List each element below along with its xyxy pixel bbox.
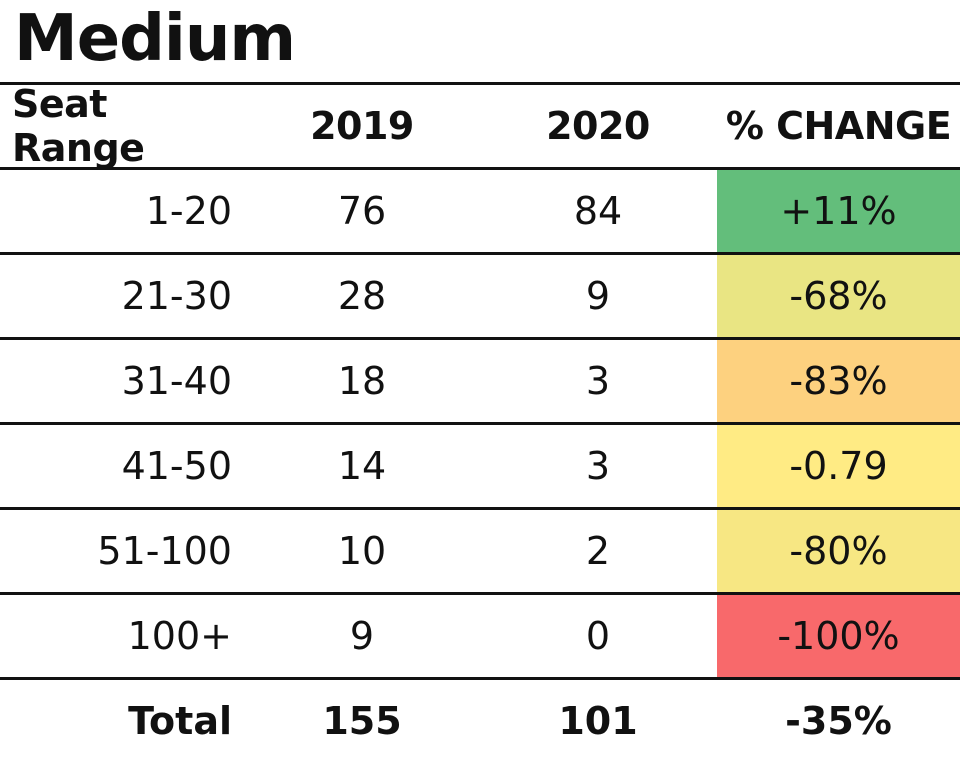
seat-range-cell: 1-20 (145, 189, 232, 233)
seat-range-cell: 51-100 (97, 529, 232, 573)
value-2020-cell: 84 (573, 189, 623, 233)
value-2019-cell: 28 (337, 274, 387, 318)
value-2020-cell: 9 (585, 274, 611, 318)
percent-change-cell: -80% (789, 529, 888, 573)
seat-range-cell: 100+ (127, 614, 232, 658)
change-color-cell (717, 170, 960, 252)
value-2019-cell: 18 (337, 359, 387, 403)
percent-change-cell: -83% (789, 359, 888, 403)
percent-change-cell: -68% (789, 274, 888, 318)
value-2020-cell: 3 (585, 359, 611, 403)
table-row: 1-20 76 84 +11% (0, 167, 960, 252)
change-color-cell (717, 255, 960, 337)
header-row: Seat Range 2019 2020 % CHANGE (0, 82, 960, 170)
header-percent-change: % CHANGE (725, 104, 952, 148)
total-label: Total (128, 699, 232, 743)
table-row: 51-100 10 2 -80% (0, 507, 960, 592)
seat-range-table: Seat Range 2019 2020 % CHANGE 1-20 76 84… (0, 82, 960, 762)
value-2019-cell: 76 (337, 189, 387, 233)
percent-change-cell: +11% (780, 189, 897, 233)
total-2020: 101 (558, 699, 638, 743)
seat-range-cell: 41-50 (121, 444, 232, 488)
value-2019-cell: 10 (337, 529, 387, 573)
seat-range-cell: 21-30 (121, 274, 232, 318)
value-2019-cell: 14 (337, 444, 387, 488)
change-color-cell (717, 340, 960, 422)
table-row: 100+ 9 0 -100% (0, 592, 960, 677)
change-color-cell (717, 595, 960, 677)
table-row: 41-50 14 3 -0.79 (0, 422, 960, 507)
value-2019-cell: 9 (349, 614, 375, 658)
header-2019: 2019 (310, 104, 414, 148)
value-2020-cell: 2 (585, 529, 611, 573)
total-row: Total 155 101 -35% (0, 677, 960, 762)
percent-change-cell: -0.79 (789, 444, 888, 488)
total-2019: 155 (322, 699, 402, 743)
seat-range-cell: 31-40 (121, 359, 232, 403)
header-2020: 2020 (546, 104, 650, 148)
total-percent-change: -35% (785, 699, 892, 743)
change-color-cell (717, 510, 960, 592)
change-color-cell (717, 425, 960, 507)
percent-change-cell: -100% (777, 614, 900, 658)
value-2020-cell: 3 (585, 444, 611, 488)
table-row: 31-40 18 3 -83% (0, 337, 960, 422)
value-2020-cell: 0 (585, 614, 611, 658)
table-row: 21-30 28 9 -68% (0, 252, 960, 337)
table-title: Medium (14, 2, 296, 76)
header-seat-range: Seat Range (12, 82, 145, 170)
